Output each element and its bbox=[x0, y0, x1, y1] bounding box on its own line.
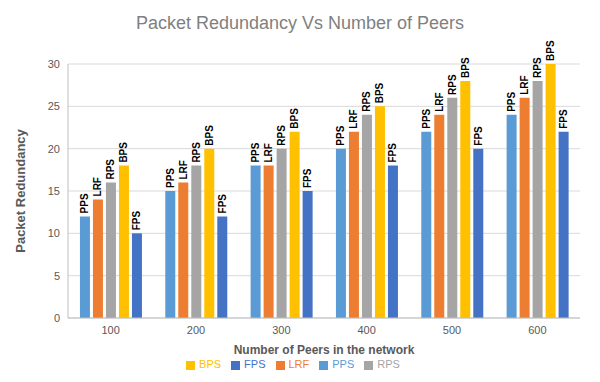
svg-text:RPS: RPS bbox=[105, 159, 116, 180]
html-text:PPS: PPS bbox=[332, 358, 355, 370]
svg-text:BPS: BPS bbox=[545, 40, 556, 61]
svg-text:FPS: FPS bbox=[217, 194, 228, 214]
svg-text:30: 30 bbox=[48, 58, 60, 70]
svg-text:LRF: LRF bbox=[348, 109, 359, 128]
svg-text:300: 300 bbox=[272, 324, 290, 336]
html-text:BPS: BPS bbox=[199, 358, 222, 370]
svg-text:BPS: BPS bbox=[118, 142, 129, 163]
svg-text:600: 600 bbox=[528, 324, 546, 336]
html-text:RPS: RPS bbox=[377, 358, 400, 370]
html-text:LRF: LRF bbox=[288, 358, 310, 370]
svg-text:BPS: BPS bbox=[204, 125, 215, 146]
svg-text:FPS: FPS bbox=[473, 126, 484, 146]
svg-text:FPS: FPS bbox=[131, 211, 142, 231]
svg-text:RPS: RPS bbox=[447, 74, 458, 95]
svg-text:PPS: PPS bbox=[421, 108, 432, 128]
svg-text:10: 10 bbox=[48, 227, 60, 239]
svg-text:FPS: FPS bbox=[302, 168, 313, 188]
svg-text:20: 20 bbox=[48, 143, 60, 155]
svg-text:500: 500 bbox=[443, 324, 461, 336]
svg-text:LRF: LRF bbox=[519, 75, 530, 94]
svg-text:100: 100 bbox=[101, 324, 119, 336]
svg-text:0: 0 bbox=[54, 312, 60, 324]
svg-text:RPS: RPS bbox=[191, 142, 202, 163]
svg-text:BPS: BPS bbox=[289, 108, 300, 129]
svg-text:RPS: RPS bbox=[276, 125, 287, 146]
svg-text:LRF: LRF bbox=[263, 143, 274, 162]
svg-text:PPS: PPS bbox=[335, 125, 346, 145]
svg-text:PPS: PPS bbox=[165, 168, 176, 188]
html-text:Packet Redundancy Vs Number of: Packet Redundancy Vs Number of Peers bbox=[135, 13, 465, 33]
svg-text:LRF: LRF bbox=[178, 160, 189, 179]
svg-text:LRF: LRF bbox=[92, 177, 103, 196]
svg-text:15: 15 bbox=[48, 185, 60, 197]
svg-text:5: 5 bbox=[54, 270, 60, 282]
html-text:FPS: FPS bbox=[244, 358, 266, 370]
svg-text:FPS: FPS bbox=[558, 109, 569, 129]
svg-text:PPS: PPS bbox=[506, 91, 517, 111]
svg-text:25: 25 bbox=[48, 100, 60, 112]
svg-text:LRF: LRF bbox=[434, 92, 445, 111]
svg-text:400: 400 bbox=[357, 324, 375, 336]
svg-text:FPS: FPS bbox=[387, 143, 398, 163]
svg-text:PPS: PPS bbox=[250, 142, 261, 162]
svg-text:RPS: RPS bbox=[361, 91, 372, 112]
svg-text:200: 200 bbox=[187, 324, 205, 336]
svg-text:BPS: BPS bbox=[460, 57, 471, 78]
svg-text:RPS: RPS bbox=[532, 57, 543, 78]
svg-text:PPS: PPS bbox=[79, 193, 90, 213]
svg-text:BPS: BPS bbox=[374, 82, 385, 103]
svg-text:Packet Redundancy: Packet Redundancy bbox=[13, 128, 28, 252]
svg-text:Number of Peers in the network: Number of Peers in the network bbox=[234, 343, 415, 357]
